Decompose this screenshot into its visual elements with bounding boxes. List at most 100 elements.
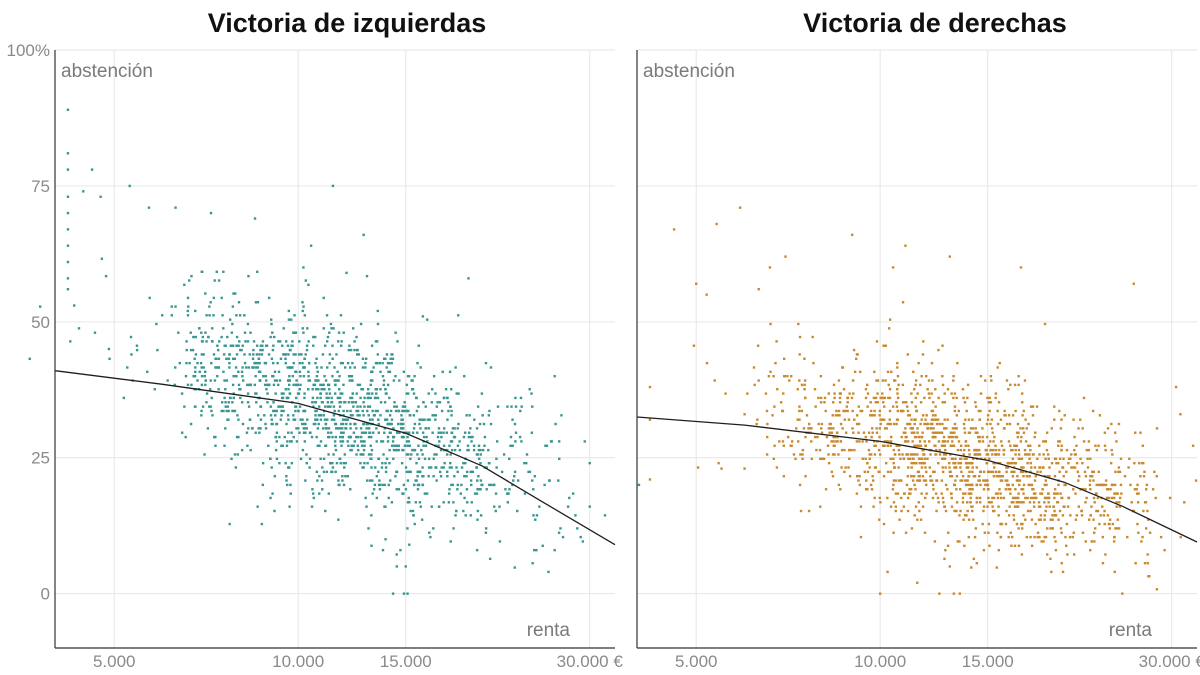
data-point	[350, 448, 353, 452]
data-point	[292, 331, 295, 334]
data-point	[334, 448, 338, 452]
data-point	[886, 370, 890, 374]
data-point	[938, 592, 941, 595]
data-point	[942, 435, 946, 439]
data-point	[450, 431, 453, 434]
data-point	[847, 418, 851, 421]
data-point	[1039, 505, 1042, 508]
data-point	[1031, 405, 1035, 408]
data-point	[935, 418, 938, 421]
data-point	[869, 483, 873, 487]
data-point	[932, 418, 935, 421]
data-point	[910, 461, 913, 465]
data-point	[212, 314, 215, 317]
data-point	[828, 422, 831, 426]
data-point	[66, 260, 70, 264]
data-point	[963, 544, 966, 547]
data-point	[896, 388, 899, 391]
data-point	[349, 366, 352, 369]
data-point	[1151, 488, 1155, 491]
data-point	[326, 366, 329, 369]
data-point	[235, 353, 239, 356]
data-point	[1016, 422, 1020, 426]
data-point	[985, 453, 988, 456]
data-point	[1155, 427, 1159, 430]
data-point	[839, 440, 843, 443]
data-point	[194, 335, 197, 339]
data-point	[255, 344, 259, 347]
data-point	[920, 492, 923, 495]
data-point	[212, 296, 216, 300]
data-point	[1076, 470, 1079, 474]
data-point	[1078, 475, 1081, 478]
data-point	[340, 444, 343, 447]
data-point	[256, 301, 260, 304]
data-point	[821, 457, 824, 461]
data-point	[180, 431, 184, 434]
data-point	[1039, 514, 1043, 517]
data-point	[1013, 461, 1017, 465]
data-point	[1019, 440, 1023, 443]
data-point	[231, 357, 235, 360]
data-point	[475, 492, 479, 495]
data-point	[1036, 470, 1039, 474]
data-point	[882, 396, 885, 400]
data-point	[1086, 466, 1090, 469]
data-point	[967, 444, 970, 447]
data-point	[200, 331, 203, 334]
data-point	[997, 453, 1001, 456]
data-point	[384, 466, 388, 469]
data-point	[458, 448, 462, 452]
data-point	[487, 414, 491, 417]
data-point	[1042, 540, 1045, 543]
data-point	[1031, 414, 1035, 417]
data-point	[1115, 505, 1118, 508]
data-point	[532, 488, 535, 491]
data-point	[330, 418, 334, 421]
data-point	[249, 331, 252, 334]
data-point	[300, 422, 304, 426]
data-point	[1029, 405, 1033, 408]
data-point	[299, 383, 302, 387]
data-point	[996, 496, 1000, 500]
data-point	[930, 392, 933, 395]
data-point	[1060, 448, 1063, 452]
data-point	[1053, 514, 1056, 517]
data-point	[902, 505, 906, 508]
data-point	[331, 461, 334, 465]
data-point	[443, 461, 446, 465]
data-point	[353, 440, 356, 443]
data-point	[243, 353, 246, 356]
data-point	[476, 509, 480, 513]
data-point	[941, 374, 944, 378]
data-point	[990, 427, 994, 430]
data-point	[866, 470, 870, 474]
data-point	[407, 409, 410, 413]
data-point	[320, 366, 323, 369]
data-point	[925, 374, 928, 378]
data-point	[928, 466, 931, 469]
data-point	[492, 483, 496, 487]
data-point	[397, 422, 400, 426]
data-point	[428, 531, 431, 534]
data-point	[294, 353, 297, 356]
data-point	[531, 479, 534, 482]
data-point	[818, 448, 822, 452]
data-point	[886, 570, 889, 574]
data-point	[989, 374, 993, 378]
data-point	[1141, 444, 1144, 447]
data-point	[1032, 492, 1036, 495]
data-point	[93, 331, 97, 334]
data-point	[837, 483, 841, 487]
data-point	[995, 566, 998, 569]
data-point	[412, 414, 416, 417]
data-point	[535, 548, 538, 552]
data-point	[213, 379, 217, 382]
data-point	[1031, 488, 1034, 491]
data-point	[858, 370, 862, 374]
data-point	[893, 453, 897, 456]
data-point	[842, 409, 845, 413]
data-point	[341, 479, 344, 482]
data-point	[844, 409, 847, 413]
data-point	[866, 461, 869, 465]
